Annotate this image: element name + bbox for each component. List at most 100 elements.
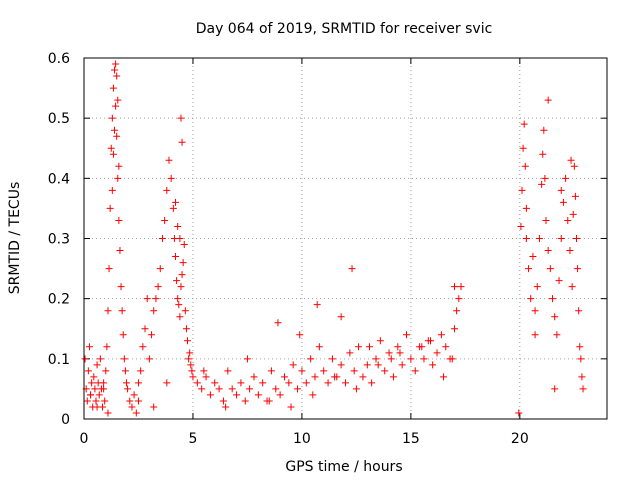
chart-title: Day 064 of 2019, SRMTID for receiver svi…: [196, 21, 493, 37]
data-point: [570, 162, 578, 170]
data-point: [437, 331, 445, 339]
data-point: [265, 397, 273, 405]
data-point: [87, 391, 95, 399]
data-point: [179, 259, 187, 267]
data-point: [132, 409, 140, 417]
data-point: [134, 397, 142, 405]
data-point: [178, 271, 186, 279]
data-point: [187, 361, 195, 369]
data-point: [440, 373, 448, 381]
data-point: [233, 391, 241, 399]
data-point: [287, 403, 295, 411]
data-point: [241, 397, 249, 405]
data-point: [320, 367, 328, 375]
data-point: [200, 367, 208, 375]
data-point: [572, 235, 580, 242]
data-point: [181, 307, 189, 315]
data-point: [107, 144, 115, 152]
data-point: [122, 379, 130, 387]
data-point: [372, 355, 380, 363]
data-point: [113, 72, 121, 80]
data-points: [81, 60, 587, 417]
data-point: [562, 174, 570, 182]
data-point: [363, 361, 371, 369]
data-point: [101, 397, 109, 405]
data-point: [274, 319, 282, 327]
data-point: [267, 367, 275, 375]
data-point: [328, 355, 336, 363]
data-point: [104, 409, 112, 417]
data-point: [346, 349, 354, 357]
data-point: [105, 265, 113, 273]
data-point: [186, 349, 194, 357]
data-point: [85, 343, 93, 351]
data-point: [96, 355, 104, 363]
data-point: [559, 198, 567, 206]
data-point: [134, 379, 142, 387]
data-point: [126, 397, 134, 405]
data-point: [112, 60, 120, 68]
data-point: [189, 373, 197, 381]
data-point: [114, 96, 122, 104]
y-axis-label: SRMTID / TECUs: [7, 182, 23, 295]
data-point: [137, 367, 145, 375]
y-tick-label: 0.4: [48, 171, 70, 187]
y-tick-label: 0.1: [48, 352, 70, 368]
data-point: [457, 283, 465, 291]
data-point: [108, 114, 116, 122]
data-point: [571, 192, 579, 200]
data-point: [403, 331, 411, 339]
data-point: [518, 186, 526, 194]
data-point: [111, 126, 119, 134]
data-point: [429, 361, 437, 369]
y-tick-labels: 0 0.1 0.2 0.3 0.4 0.5 0.6: [48, 51, 70, 428]
data-point: [100, 385, 108, 393]
data-point: [113, 132, 121, 140]
data-point: [578, 373, 586, 381]
data-point: [174, 222, 182, 230]
data-point: [103, 343, 111, 351]
data-point: [143, 295, 151, 303]
data-point: [551, 313, 559, 321]
data-point: [202, 373, 210, 381]
data-point: [188, 367, 196, 375]
data-point: [302, 379, 310, 387]
data-point: [546, 265, 554, 273]
data-point: [542, 216, 550, 224]
data-point: [184, 337, 192, 345]
data-point: [557, 235, 565, 242]
data-point: [576, 343, 584, 351]
data-point: [150, 403, 158, 411]
data-point: [549, 295, 557, 303]
data-point: [442, 343, 450, 351]
data-point: [198, 385, 206, 393]
data-point: [109, 150, 117, 158]
data-point: [455, 295, 463, 303]
data-point: [165, 156, 173, 164]
data-point: [176, 235, 184, 242]
x-tick-label: 5: [188, 431, 197, 447]
data-point: [331, 373, 339, 381]
data-point: [163, 186, 171, 194]
data-point: [215, 385, 223, 393]
data-point: [450, 325, 458, 333]
data-point: [365, 343, 373, 351]
data-point: [115, 216, 123, 224]
data-point: [180, 241, 188, 249]
data-point: [167, 174, 175, 182]
data-point: [112, 102, 120, 110]
data-point: [350, 367, 358, 375]
data-point: [177, 283, 185, 291]
data-point: [544, 247, 552, 255]
data-point: [540, 126, 548, 134]
data-point: [109, 84, 117, 92]
data-point: [156, 265, 164, 273]
data-point: [104, 307, 112, 315]
data-point: [522, 204, 530, 212]
data-point: [285, 379, 293, 387]
data-point: [111, 66, 119, 74]
data-point: [387, 355, 395, 363]
y-tick-label: 0: [61, 412, 70, 428]
